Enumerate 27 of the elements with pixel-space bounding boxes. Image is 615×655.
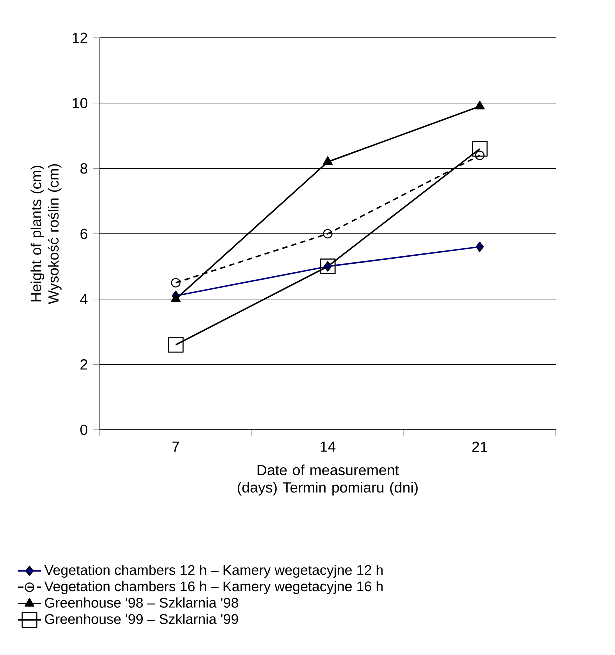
point xyxy=(320,258,336,275)
point xyxy=(475,150,485,160)
y-tick-label: 2 xyxy=(80,360,88,370)
x-tick-label: 21 xyxy=(472,442,488,452)
point xyxy=(171,278,181,288)
y-tick-label: 10 xyxy=(72,98,88,109)
y-tick-label: 0 xyxy=(80,424,88,436)
legend-label: Vegetation chambers 12 h – Kamery wegetacyjne 12 h xyxy=(44,564,383,578)
point xyxy=(323,156,333,166)
y-tick-label: 8 xyxy=(80,163,88,174)
point xyxy=(476,242,484,252)
x-tick-label: 14 xyxy=(320,442,336,452)
legend-label: Greenhouse '99 – Szklarnia '99 xyxy=(45,614,238,624)
legend-label: Greenhouse '98 – Szklarnia '98 xyxy=(45,598,238,608)
y-tick-label: 12 xyxy=(72,32,88,44)
y-tick-label: 6 xyxy=(80,228,88,240)
y-tick-label: 4 xyxy=(80,294,88,304)
legend-label: Vegetation chambers 16 h – Kamery wegetacyjne 16 h xyxy=(44,581,383,594)
point xyxy=(171,294,181,302)
point xyxy=(475,100,485,110)
point xyxy=(472,141,488,157)
point xyxy=(323,229,333,239)
point xyxy=(168,337,184,353)
point xyxy=(324,261,332,272)
x-tick-label: 7 xyxy=(172,442,180,452)
y-axis-title: Height of plants (cm) Wysokość roślin (cm) xyxy=(30,164,62,304)
x-axis-title: Date of measurement (days) Termin pomiaru (dni) xyxy=(238,464,418,496)
